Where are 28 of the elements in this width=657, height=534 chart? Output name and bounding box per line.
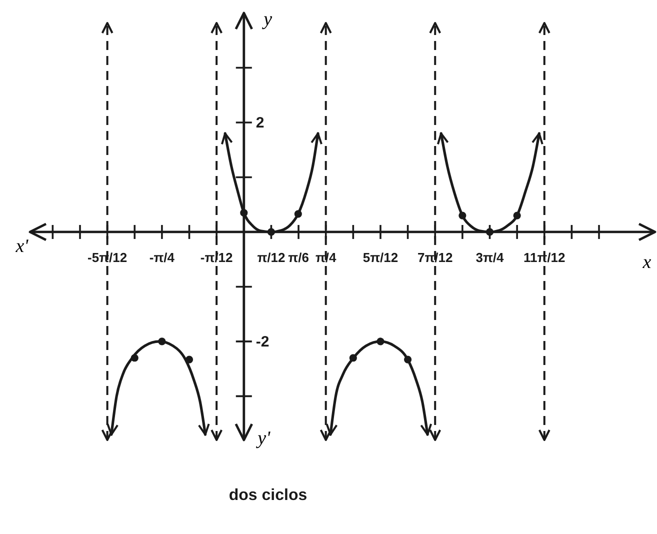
x-tick-label: π/12 [257, 250, 286, 266]
x-tick-label: -π/4 [149, 250, 176, 266]
y-tick-label: -2 [256, 333, 270, 350]
x-tick-label: -5π/12 [88, 250, 128, 266]
point [458, 212, 466, 220]
point [267, 228, 276, 236]
text: dos ciclos [228, 487, 308, 504]
y-tick-label: 2 [256, 114, 264, 132]
point [486, 228, 494, 236]
point [240, 209, 248, 217]
x-tick-label: π/6 [288, 250, 309, 266]
point [376, 338, 384, 346]
point [294, 210, 302, 218]
x-axis-title: x [642, 252, 652, 273]
x-tick-label: 5π/12 [362, 250, 398, 266]
y-axis-title: y [262, 9, 273, 30]
point [130, 354, 138, 362]
point [513, 212, 521, 220]
point [349, 354, 357, 362]
point [158, 338, 166, 346]
text: x' [14, 236, 30, 257]
point [185, 356, 194, 364]
x-tick-label: 7π/12 [417, 250, 453, 266]
x-tick-label: 11π/12 [523, 250, 566, 266]
annotation: y' [256, 428, 272, 449]
x-tick-label: π/4 [315, 250, 338, 266]
point [404, 356, 412, 364]
x-tick-label: 3π/4 [476, 250, 505, 266]
